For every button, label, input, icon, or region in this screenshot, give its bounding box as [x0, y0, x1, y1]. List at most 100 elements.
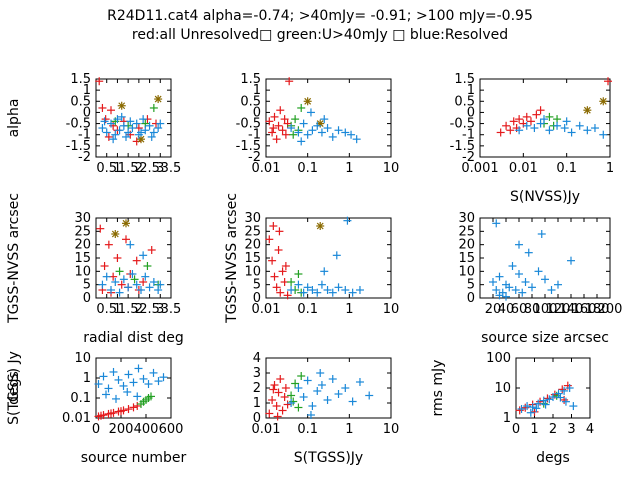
- data-point-blue: [562, 117, 571, 126]
- x-tick-label: 2.5: [139, 302, 160, 317]
- data-point-red: [496, 128, 505, 137]
- data-point-blue: [515, 126, 524, 135]
- x-tick-label: 3: [156, 161, 164, 176]
- data-point-green: [297, 103, 306, 112]
- data-point-blue: [144, 380, 153, 389]
- x-tick-label: 1: [345, 161, 353, 176]
- data-point-blue: [141, 126, 150, 135]
- data-point-blue: [495, 272, 504, 281]
- data-point-red: [95, 77, 104, 86]
- data-point-blue: [553, 121, 562, 130]
- plot-frame: [265, 78, 392, 158]
- y-tick-label: -2: [248, 150, 261, 165]
- data-point-red: [274, 246, 283, 254]
- y-tick-label: -2: [78, 150, 91, 165]
- data-point-red: [132, 256, 141, 265]
- data-point-blue: [534, 399, 543, 408]
- data-point-blue: [528, 283, 536, 292]
- x-tick-label: 2: [135, 161, 143, 176]
- data-point-blue: [128, 270, 137, 278]
- y-tick-label: 25: [74, 224, 91, 239]
- data-point-blue: [526, 408, 535, 417]
- data-point-blue: [328, 288, 337, 297]
- y-axis-label: TGSS-NVSS arcsec: [6, 193, 22, 324]
- data-point-blue: [348, 288, 357, 297]
- data-point-blue: [294, 280, 303, 289]
- data-point-blue: [126, 117, 135, 126]
- data-point-green: [141, 119, 150, 128]
- y-tick-label: 30: [458, 211, 475, 226]
- data-point-blue: [534, 267, 543, 276]
- data-point-blue: [355, 286, 364, 294]
- data-point-red: [283, 400, 292, 409]
- data-point-green: [553, 115, 562, 124]
- data-point-blue: [156, 119, 165, 128]
- data-point-red: [97, 411, 105, 420]
- y-tick-label: 5: [467, 278, 475, 293]
- y-tick-label: 10: [458, 264, 475, 279]
- data-point-blue: [492, 219, 501, 228]
- data-point-red: [122, 235, 130, 244]
- data-point-green: [294, 270, 303, 278]
- data-point-blue: [124, 283, 133, 292]
- data-point-blue: [128, 124, 137, 133]
- subplot-2: 0.01 0.1 1 10-2-1.5-1-0.500.511.5: [236, 72, 400, 176]
- subplot-6: 20406080100120140160180200051015202530so…: [458, 211, 622, 346]
- x-axis-label: S(TGSS)Jy: [294, 450, 363, 466]
- x-tick-label: 0.01: [252, 422, 281, 437]
- y-tick-label: -2: [462, 150, 475, 165]
- data-point-blue: [317, 381, 326, 389]
- x-tick-label: 1: [345, 302, 353, 317]
- y-tick-label: -0.5: [236, 117, 261, 132]
- y-tick-label: 1: [83, 83, 91, 98]
- y-tick-label: 15: [458, 251, 475, 266]
- data-point-blue: [341, 128, 350, 137]
- data-point-red: [268, 256, 277, 265]
- data-point-blue: [303, 283, 312, 292]
- data-point-blue: [149, 128, 158, 137]
- data-point-blue: [313, 121, 322, 130]
- data-point-green: [115, 267, 124, 276]
- data-point-blue: [303, 376, 312, 385]
- data-point-blue: [530, 124, 539, 133]
- y-tick-label: 30: [244, 211, 261, 226]
- x-tick-label: 0.1: [297, 302, 318, 317]
- y-tick-label: -1.5: [66, 139, 91, 154]
- y-tick-label: 0: [467, 105, 475, 120]
- y-tick-label: 20: [74, 238, 91, 253]
- y-tick-label: 5: [83, 278, 91, 293]
- data-point-blue: [149, 278, 158, 286]
- y-tick-label: -1.5: [236, 139, 261, 154]
- data-point-blue: [521, 278, 530, 286]
- y-tick-label: 10: [74, 351, 91, 366]
- data-point-blue: [308, 402, 317, 410]
- x-axis-label: degs: [536, 450, 570, 466]
- data-point-red: [270, 272, 279, 281]
- y-tick-label: 1: [503, 411, 511, 426]
- x-tick-label: 10: [383, 422, 400, 437]
- x-tick-label: 100: [533, 302, 558, 317]
- x-tick-label: 200: [109, 422, 134, 437]
- plot-frame: [479, 217, 611, 299]
- y-tick-label: 20: [244, 238, 261, 253]
- data-point-blue: [323, 396, 332, 404]
- x-tick-label: 3: [567, 422, 575, 437]
- plot-frame: [479, 78, 611, 158]
- data-point-blue: [306, 108, 315, 117]
- data-point-blue: [328, 375, 337, 383]
- x-tick-label: 3: [156, 302, 164, 317]
- data-point-blue: [100, 117, 109, 126]
- data-point-green: [289, 130, 298, 139]
- data-point-blue: [139, 251, 148, 260]
- data-point-blue: [122, 132, 130, 141]
- data-point-blue: [352, 135, 361, 144]
- data-point-blue: [113, 115, 122, 124]
- x-tick-label: 3.5: [161, 161, 182, 176]
- data-point-red: [117, 407, 125, 416]
- data-point-blue: [114, 375, 123, 384]
- data-point-blue: [119, 275, 128, 284]
- data-point-blue: [133, 392, 142, 401]
- data-point-red: [278, 126, 287, 135]
- data-point-red: [100, 262, 109, 270]
